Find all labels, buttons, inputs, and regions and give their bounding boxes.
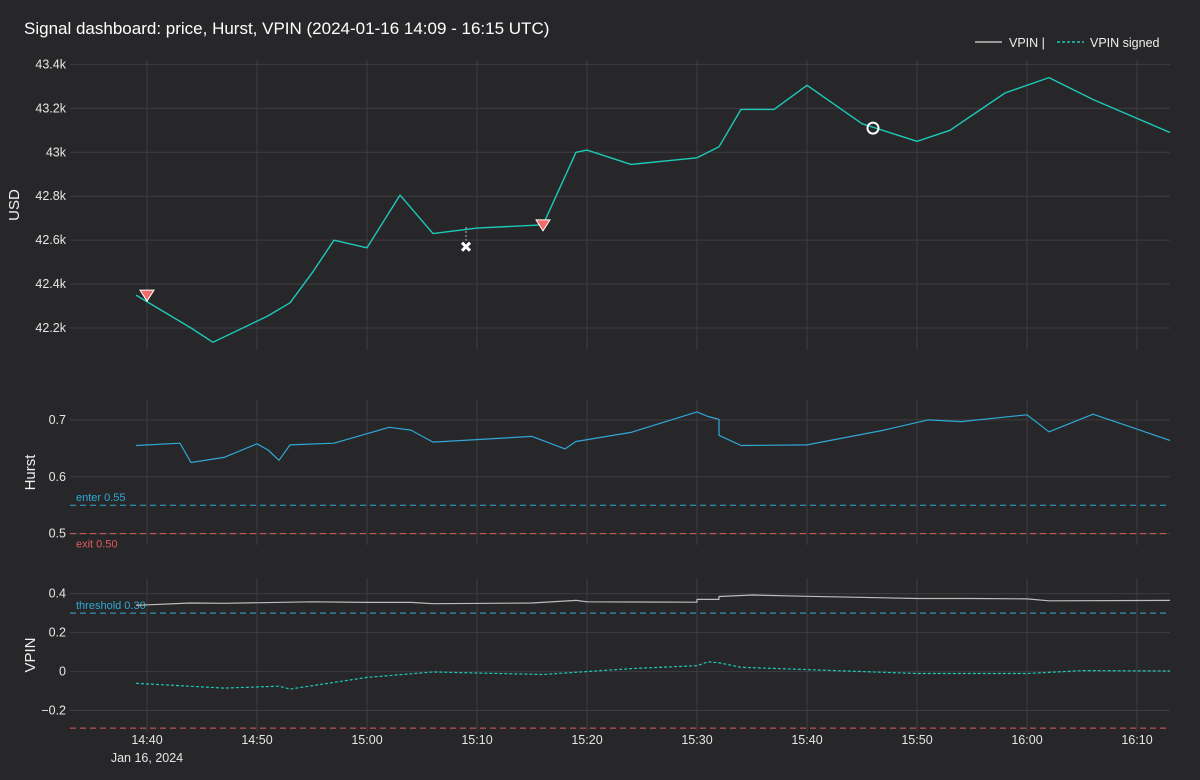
marker-circle-open-3 xyxy=(866,121,880,135)
ytick-price-1: 42.4k xyxy=(35,277,66,291)
legend-label-vpin-signed[interactable]: VPIN signed xyxy=(1090,36,1160,50)
hline-label-hurst-0: enter 0.55 xyxy=(76,492,126,504)
ylabel-hurst: Hurst xyxy=(22,454,39,491)
ytick-vpin-1: 0 xyxy=(59,665,66,679)
ytick-hurst-0: 0.5 xyxy=(49,527,66,541)
ytick-price-5: 43.2k xyxy=(35,101,66,115)
xtick-8: 16:00 xyxy=(1011,733,1042,747)
ytick-vpin-0: −0.2 xyxy=(41,704,66,718)
ytick-price-0: 42.2k xyxy=(35,321,66,335)
xtick-9: 16:10 xyxy=(1121,733,1152,747)
ytick-vpin-3: 0.4 xyxy=(49,587,66,601)
marker-x-1-b xyxy=(460,241,472,252)
xtick-3: 15:10 xyxy=(461,733,492,747)
chart-title: Signal dashboard: price, Hurst, VPIN (20… xyxy=(24,19,550,38)
series-hurst-0 xyxy=(135,411,1171,464)
series-price-0 xyxy=(135,76,1171,343)
legend[interactable]: VPIN | VPIN signed xyxy=(975,36,1160,50)
ylabel-price: USD xyxy=(6,189,23,221)
axes: 42.2k 42.4k 42.6k 42.8k 43k 43.2k 43.4k USD 0.5 0… xyxy=(6,57,1153,765)
hline-label-hurst-1: exit 0.50 xyxy=(76,539,118,551)
signal-markers xyxy=(139,121,880,303)
xtick-0: 14:40 xyxy=(131,733,162,747)
hline-label-vpin-0: threshold 0.30 xyxy=(76,600,146,612)
marker-triangle-down-0 xyxy=(139,289,155,303)
legend-label-vpin-abs[interactable]: VPIN | xyxy=(1009,36,1045,50)
ytick-price-4: 43k xyxy=(46,145,67,159)
series-vpin-0 xyxy=(135,594,1171,606)
ytick-hurst-1: 0.6 xyxy=(49,470,66,484)
xtick-7: 15:50 xyxy=(901,733,932,747)
threshold-lines: enter 0.55 exit 0.50 threshold 0.30 xyxy=(70,492,1170,729)
ytick-hurst-2: 0.7 xyxy=(49,413,66,427)
xtick-1: 14:50 xyxy=(241,733,272,747)
series xyxy=(135,76,1171,690)
ytick-price-3: 42.8k xyxy=(35,189,66,203)
xtick-2: 15:00 xyxy=(351,733,382,747)
series-vpin-1 xyxy=(135,661,1171,690)
xtick-5: 15:30 xyxy=(681,733,712,747)
ytick-vpin-2: 0.2 xyxy=(49,626,66,640)
ytick-price-2: 42.6k xyxy=(35,233,66,247)
xtick-4: 15:20 xyxy=(571,733,602,747)
ytick-price-6: 43.4k xyxy=(35,57,66,71)
xaxis-date-label: Jan 16, 2024 xyxy=(111,751,183,765)
marker-triangle-down-2 xyxy=(535,219,551,232)
xtick-6: 15:40 xyxy=(791,733,822,747)
ylabel-vpin: VPIN xyxy=(22,637,39,672)
marker-x-1 xyxy=(460,241,472,252)
